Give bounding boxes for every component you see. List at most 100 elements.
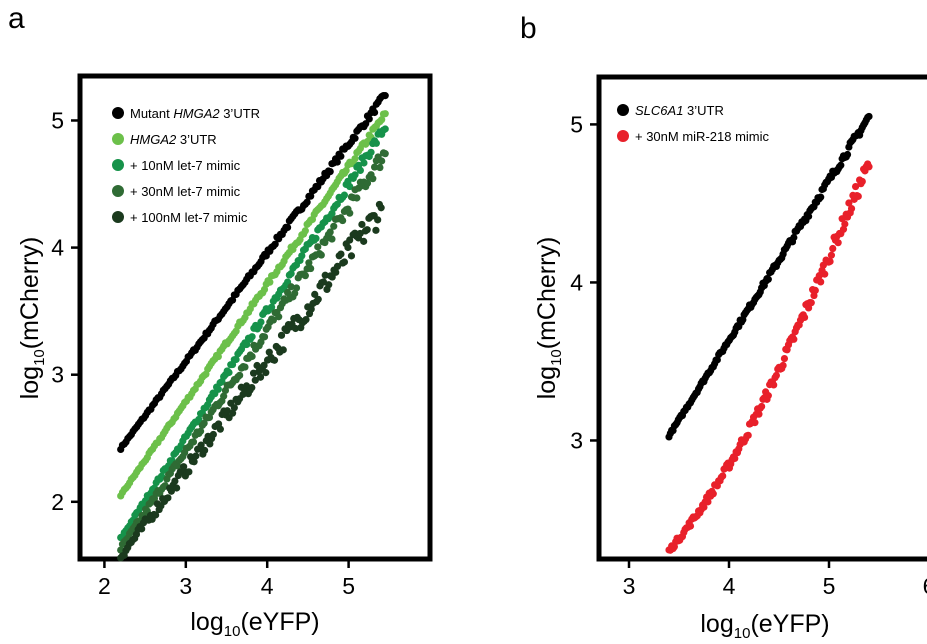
data-point	[257, 318, 265, 326]
data-point	[180, 463, 188, 471]
data-point	[303, 198, 311, 206]
panel-b-x-axis-title: log10(eYFP)	[700, 610, 829, 642]
data-point	[117, 546, 125, 554]
data-point	[370, 108, 379, 117]
panel-b-y-axis-title: log10(mCherry)	[533, 237, 565, 400]
data-point	[328, 235, 336, 243]
data-point	[342, 166, 350, 175]
data-point	[270, 356, 279, 364]
data-point	[266, 278, 274, 286]
data-point	[201, 446, 209, 454]
legend-marker	[617, 130, 629, 142]
data-point	[344, 243, 352, 252]
data-point	[381, 110, 389, 118]
legend-marker	[617, 104, 629, 116]
data-point	[195, 415, 203, 424]
y-tick-label: 3	[51, 362, 64, 388]
data-point	[197, 441, 205, 449]
x-tick-label: 4	[261, 573, 274, 599]
data-point	[171, 477, 179, 485]
data-point	[330, 222, 338, 230]
data-point	[292, 284, 301, 292]
data-point	[755, 410, 763, 418]
data-point	[326, 228, 334, 236]
data-point	[337, 152, 345, 160]
data-point	[189, 438, 198, 446]
data-point	[851, 182, 860, 191]
data-point	[256, 373, 265, 381]
data-point	[790, 335, 798, 343]
panel-b: b 3 4 5 6 3 4 5 SLC6A1 3’UTR + 30nM miR-218 mim…	[520, 12, 927, 642]
data-point	[374, 216, 382, 224]
data-point	[346, 209, 354, 217]
data-point	[351, 155, 359, 163]
legend-entry: + 10nM let-7 mimic	[130, 158, 241, 173]
data-point	[370, 163, 379, 171]
panel-a: a 2 3 4 5 2 3 4 5 Mutant HMGA2 3’UTR HMGA2 3’UTR…	[8, 2, 433, 640]
data-point	[333, 158, 341, 166]
panel-a-plot-frame	[77, 73, 433, 562]
panel-a-legend: Mutant HMGA2 3’UTR HMGA2 3’UTR + 10nM let-…	[112, 106, 260, 225]
data-point	[298, 252, 306, 260]
x-tick-label: 3	[179, 573, 192, 599]
data-point	[356, 166, 364, 174]
legend-marker	[112, 185, 124, 197]
panel-b-label: b	[520, 12, 537, 45]
data-point	[372, 139, 380, 147]
data-point	[358, 220, 366, 229]
data-point	[260, 361, 268, 369]
legend-marker	[112, 159, 124, 171]
y-tick-label: 4	[51, 235, 64, 261]
data-point	[770, 381, 778, 389]
panel-a-ticks: 2 3 4 5 2 3 4 5	[51, 107, 355, 599]
data-point	[821, 270, 829, 278]
data-point	[363, 226, 371, 234]
data-point	[248, 333, 256, 341]
data-point	[339, 216, 347, 225]
data-point	[260, 333, 269, 341]
data-point	[307, 264, 315, 273]
data-point	[377, 204, 385, 212]
legend-marker	[112, 133, 124, 145]
data-point	[847, 204, 856, 213]
data-point	[279, 346, 287, 354]
data-point	[837, 161, 845, 169]
data-point	[843, 150, 852, 159]
data-point	[360, 159, 368, 167]
panel-b-plot-frame	[596, 74, 927, 562]
data-point	[275, 313, 283, 321]
data-point	[152, 511, 160, 519]
data-point	[173, 484, 181, 492]
data-point	[865, 112, 873, 121]
y-tick-label: 4	[570, 269, 583, 295]
data-point	[829, 244, 837, 253]
data-point	[744, 431, 752, 439]
data-point	[369, 175, 377, 183]
data-point	[164, 494, 172, 502]
data-point	[340, 191, 348, 199]
data-point	[381, 125, 389, 133]
data-point	[248, 352, 256, 361]
data-point	[381, 92, 389, 100]
data-point	[709, 490, 717, 498]
data-point	[200, 419, 208, 427]
data-point	[228, 409, 237, 417]
panel-b-points	[665, 112, 873, 554]
data-point	[196, 427, 205, 435]
data-point	[325, 281, 333, 289]
data-point	[216, 425, 224, 433]
data-point	[314, 243, 322, 251]
legend-entry: + 30nM let-7 mimic	[130, 184, 241, 199]
data-point	[271, 240, 279, 248]
data-point	[731, 454, 739, 463]
data-point	[858, 177, 866, 186]
data-point	[845, 199, 853, 207]
data-point	[262, 369, 270, 377]
data-point	[780, 354, 789, 363]
panel-a-label: a	[8, 2, 25, 35]
x-tick-label: 2	[98, 573, 111, 599]
data-point	[291, 289, 299, 297]
legend-entry: Mutant HMGA2 3’UTR	[130, 106, 260, 121]
x-tick-label: 6	[923, 573, 927, 599]
data-point	[214, 352, 222, 361]
